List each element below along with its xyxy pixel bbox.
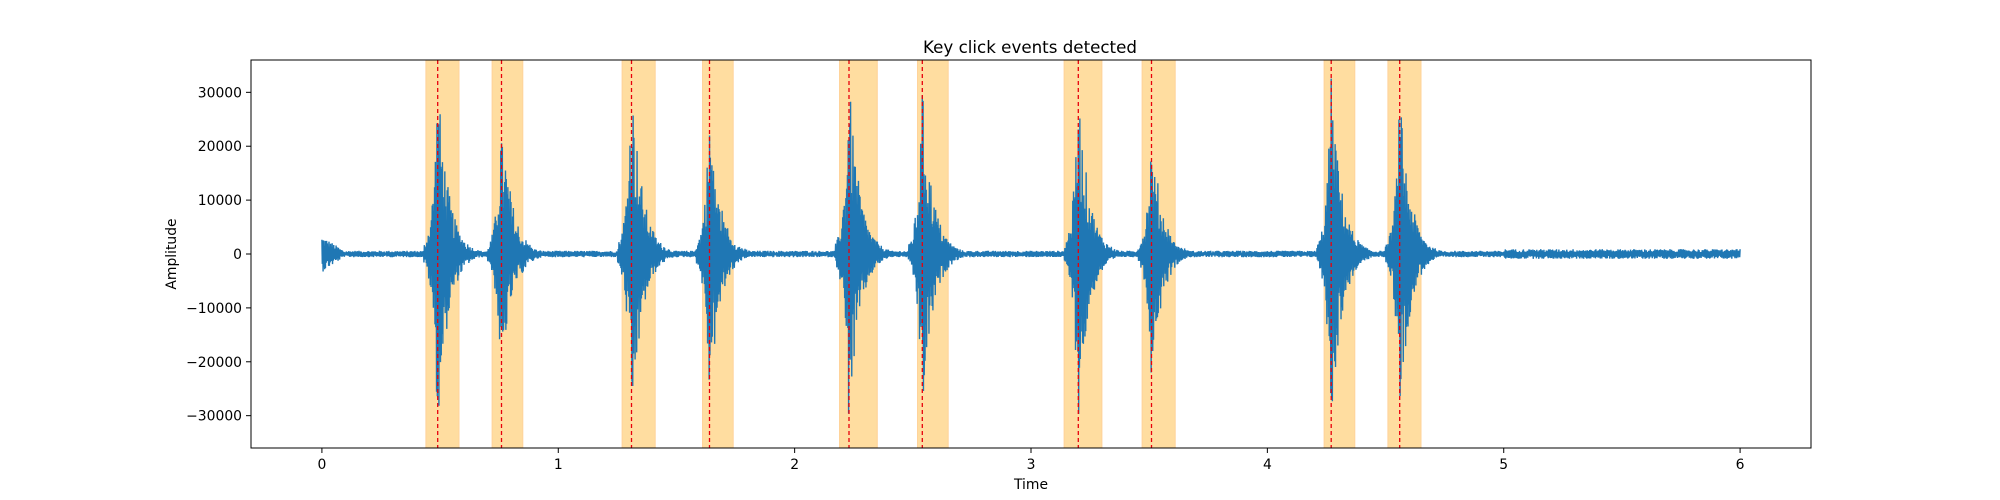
x-tick-label: 3 <box>1027 457 1036 473</box>
x-axis-label: Time <box>1013 477 1048 493</box>
y-tick-label: −30000 <box>186 409 242 425</box>
y-tick-label: −20000 <box>186 355 242 371</box>
chart-title: Key click events detected <box>923 37 1137 57</box>
x-tick-label: 2 <box>790 457 799 473</box>
y-axis-label: Amplitude <box>164 218 180 289</box>
y-tick-label: −10000 <box>186 301 242 317</box>
x-tick-label: 6 <box>1736 457 1745 473</box>
y-tick-label: 10000 <box>198 193 242 209</box>
x-tick-label: 0 <box>317 457 326 473</box>
y-tick-label: 0 <box>233 247 242 263</box>
y-axis: −30000 −20000 −10000 0 10000 20000 30000 <box>186 85 251 425</box>
signal-line <box>321 78 1741 414</box>
x-tick-label: 4 <box>1263 457 1272 473</box>
y-tick-label: 30000 <box>198 85 242 101</box>
x-tick-label: 1 <box>554 457 563 473</box>
y-tick-label: 20000 <box>198 139 242 155</box>
event-markers <box>437 60 1401 448</box>
signal-series <box>321 78 1741 414</box>
x-axis: 0 1 2 3 4 5 6 <box>317 448 1745 473</box>
x-tick-label: 5 <box>1499 457 1508 473</box>
